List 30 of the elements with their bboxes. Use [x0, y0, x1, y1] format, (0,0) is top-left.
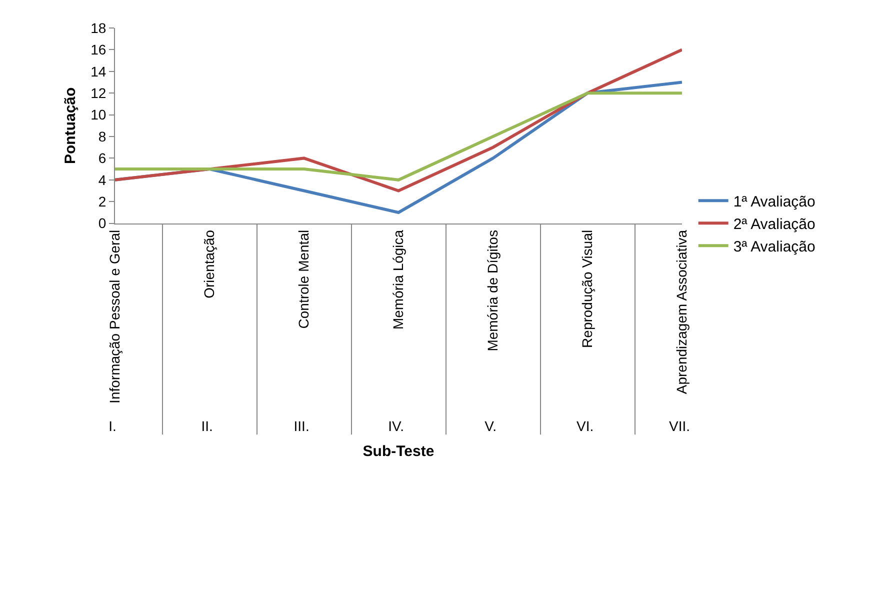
text: VI. [576, 418, 594, 434]
y-tick-label: 16 [90, 42, 106, 58]
text: II. [201, 418, 213, 434]
x-tick-label: Informação Pessoal e Geral [106, 230, 123, 404]
x-tick-label: Orientação [201, 230, 218, 298]
y-tick-label: 8 [98, 128, 106, 144]
x-tick-label: Aprendizagem Associativa [674, 230, 690, 394]
text: I. [108, 418, 116, 434]
text: VII. [669, 418, 690, 434]
x-axis-title: Sub-Teste [362, 442, 434, 460]
legend-label: 3ª Avaliação [733, 238, 816, 256]
y-tick-label: 18 [90, 20, 106, 36]
x-tick-label: Memória de Dígitos [484, 230, 501, 352]
text: IV. [388, 418, 404, 434]
line-series [115, 92, 682, 182]
legend-label: 2ª Avaliação [733, 216, 816, 233]
y-tick-label: 4 [98, 172, 106, 188]
y-tick-label: 14 [90, 63, 106, 80]
text: III. [294, 418, 310, 434]
legend-label: 1ª Avaliação [733, 193, 816, 210]
y-tick-label: 12 [90, 85, 106, 102]
text: V. [484, 418, 497, 434]
y-tick-label: 2 [98, 194, 106, 210]
y-axis-title: Pontuação [62, 87, 79, 164]
x-tick-label: Memória Lógica [390, 230, 406, 330]
x-tick-label: Controle Mental [296, 230, 312, 329]
x-tick-label: Reprodução Visual [579, 230, 596, 348]
y-tick-label: 10 [90, 106, 106, 123]
y-tick-label: 0 [98, 215, 106, 232]
y-tick-label: 6 [98, 150, 106, 166]
